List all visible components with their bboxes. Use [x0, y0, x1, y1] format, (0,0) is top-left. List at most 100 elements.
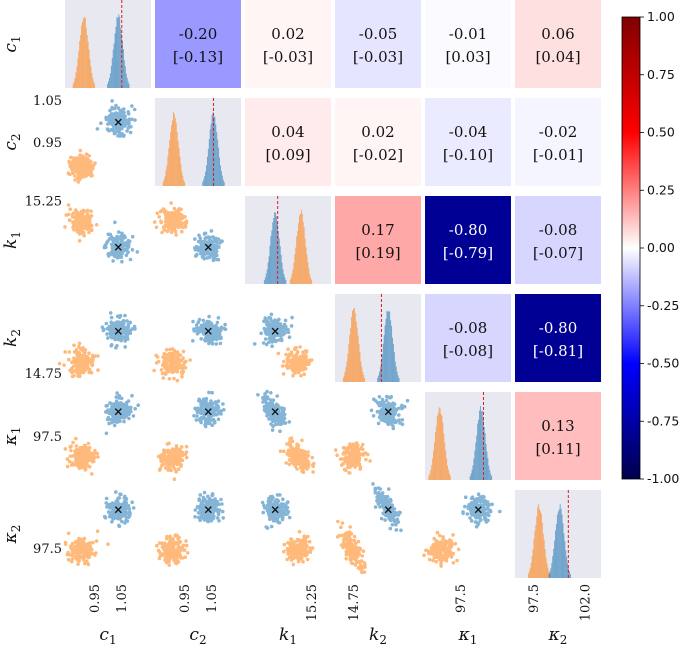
histogram-bar-orange	[540, 511, 541, 578]
scatter-cloud-orange	[152, 347, 192, 383]
scatter-cloud-orange	[152, 201, 189, 237]
histogram-bar-blue	[548, 573, 550, 578]
histogram-bar-orange	[360, 361, 362, 382]
correlation-bracket-value: [-0.13]	[173, 48, 223, 66]
histogram-bar-blue	[379, 366, 381, 382]
histogram-bar-blue	[489, 470, 491, 480]
histogram-bar-orange	[537, 507, 539, 578]
histogram-bar-orange	[171, 125, 173, 186]
correlation-cell-r0-c1: -0.20 [-0.13]	[155, 0, 241, 88]
histogram-bar-orange	[432, 458, 434, 480]
histogram-bar-blue	[223, 182, 225, 186]
true-value-marker: ×	[113, 115, 123, 129]
axis-label-subscript: 2	[9, 133, 23, 141]
histogram-bar-orange	[80, 35, 82, 88]
histogram-bar-orange	[81, 25, 83, 88]
scatter-points	[278, 436, 316, 475]
histogram-bar-orange	[349, 335, 351, 382]
histogram-bar-orange	[179, 156, 181, 186]
histogram-bar-orange	[173, 114, 175, 186]
histogram-bar-blue	[398, 378, 400, 382]
scatter-points	[276, 345, 314, 378]
scatter-cloud-blue	[191, 314, 228, 346]
scatter-panel-r5-c3: ×	[335, 482, 403, 575]
correlation-cell-r0-c5: 0.06 [0.04]	[515, 0, 601, 88]
true-value-marker: ×	[383, 404, 393, 418]
correlation-value: 0.13	[541, 417, 574, 435]
scatter-points	[57, 341, 100, 379]
histogram-bar-blue	[386, 310, 388, 382]
histogram-bar-orange	[538, 504, 540, 578]
histogram-bar-orange	[164, 176, 166, 186]
histogram-bar-orange	[435, 426, 437, 480]
histogram-bar-blue	[128, 83, 130, 88]
histogram-bar-orange	[301, 213, 303, 284]
histogram-bar-blue	[391, 325, 393, 382]
histogram-bar-blue	[270, 235, 272, 284]
correlation-bracket-value: [0.03]	[445, 48, 490, 66]
histogram-bar-blue	[549, 571, 551, 578]
histogram-bar-blue	[123, 60, 125, 88]
histogram-bar-orange	[176, 131, 178, 186]
scatter-panel-r4-c3: ×	[333, 394, 410, 475]
histogram-bar-blue	[284, 277, 286, 284]
x-axis-label: κ1	[458, 625, 478, 647]
histogram-bar-orange	[353, 307, 355, 382]
histogram-bar-orange	[163, 179, 165, 186]
scatter-cloud-orange	[278, 436, 316, 475]
histogram-bar-blue	[275, 212, 277, 284]
histogram-bar-blue	[395, 366, 397, 382]
histogram-bar-blue	[206, 165, 207, 186]
x-tick-label: 97.5	[527, 584, 542, 613]
histogram-bar-orange	[352, 310, 353, 382]
histogram-bar-blue	[484, 433, 486, 480]
scatter-cloud-blue	[102, 490, 136, 528]
histogram-bar-orange	[174, 118, 176, 186]
histogram-panel-3	[335, 294, 421, 382]
correlation-cell-r1-c3: 0.02 [-0.02]	[335, 98, 421, 186]
correlation-cell-bg	[515, 98, 601, 186]
y-tick-label: 15.25	[25, 194, 62, 209]
histogram-panel-2	[245, 196, 331, 284]
histogram-bar-orange	[162, 182, 164, 186]
colorbar: 1.00 0.75 0.50 0.25 0.00 -0.25 -0.50 -0.75 -1.00	[621, 9, 679, 486]
histogram-bar-orange	[303, 227, 305, 284]
histogram-bar-orange	[302, 221, 304, 284]
histogram-background	[245, 196, 331, 284]
correlation-value: -0.80	[449, 221, 487, 239]
scatter-cloud-blue	[192, 390, 226, 429]
true-value-marker: ×	[203, 240, 213, 254]
histogram-bar-blue	[562, 523, 564, 578]
correlation-cell-r2-c3: 0.17 [0.19]	[335, 196, 421, 284]
histogram-bar-blue	[207, 148, 209, 186]
histogram-bar-blue	[568, 568, 570, 578]
histogram-bar-orange	[449, 475, 451, 480]
histogram-bar-orange	[75, 72, 77, 88]
correlation-cell-r0-c3: -0.05 [-0.03]	[335, 0, 421, 88]
axis-label-subscript: 1	[470, 633, 478, 647]
histogram-panel-0	[65, 0, 151, 89]
histogram-bar-blue	[490, 473, 492, 480]
histogram-bar-orange	[172, 120, 173, 186]
scatter-cloud-blue	[102, 220, 140, 264]
histogram-bar-blue	[211, 115, 213, 186]
histogram-bar-orange	[532, 549, 534, 578]
scatter-points	[152, 347, 192, 383]
histogram-bar-blue	[210, 123, 212, 186]
histogram-bar-blue	[116, 16, 118, 88]
correlation-bracket-value: [-0.08]	[443, 342, 493, 360]
scatter-panel-r5-c1: ×	[155, 490, 225, 567]
histogram-bar-orange	[72, 83, 74, 88]
histogram-bar-blue	[205, 171, 207, 186]
histogram-bar-blue	[113, 43, 115, 88]
axis-label-subscript: 1	[109, 633, 117, 647]
histogram-bar-blue	[382, 343, 384, 382]
axis-label-subscript: 2	[379, 633, 387, 647]
histogram-bar-orange	[443, 433, 445, 480]
histogram-bar-orange	[178, 147, 180, 186]
colorbar-tick-label: 0.00	[647, 240, 675, 255]
x-tick-label: 0.95	[178, 584, 193, 613]
correlation-value: -0.04	[449, 123, 487, 141]
true-value-marker: ×	[383, 502, 393, 516]
